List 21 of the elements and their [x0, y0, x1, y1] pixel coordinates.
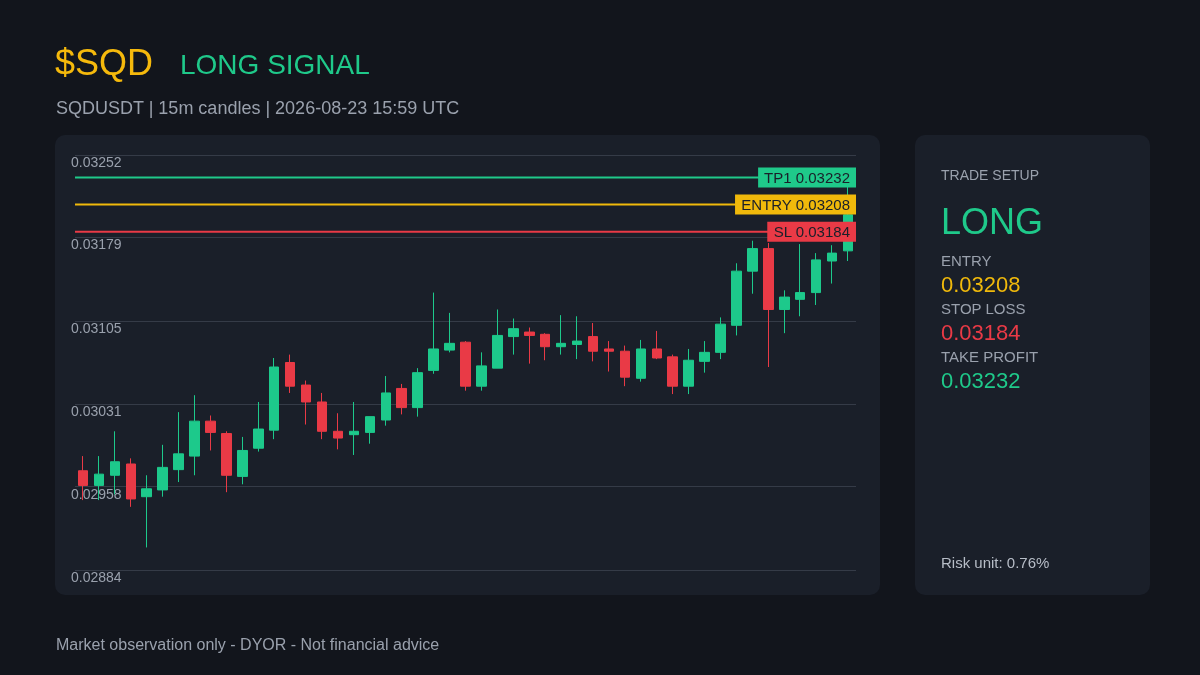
y-tick-label: 0.02884	[71, 569, 122, 585]
text: 0.03208	[941, 272, 1021, 298]
text: LONG SIGNAL	[180, 49, 370, 81]
y-tick-label: 0.03252	[71, 154, 122, 170]
text: ENTRY	[941, 252, 992, 269]
ref-line-label: ENTRY 0.03208	[741, 196, 850, 214]
chart-subtitle: SQDUSDT | 15m candles | 2026-08-23 15:59 UTC	[56, 98, 460, 119]
ref-line-label: TP1 0.03232	[764, 169, 850, 187]
y-tick-label: 0.03031	[71, 403, 122, 420]
text: Market observation only - DYOR - Not financial advice	[56, 636, 440, 654]
text: LONG	[941, 201, 1044, 243]
y-tick-label: 0.03179	[71, 236, 122, 253]
text: STOP LOSS	[941, 300, 1026, 317]
y-tick-label: 0.03105	[71, 319, 122, 336]
text: 0.03232	[941, 368, 1021, 394]
ref-line-label: SL 0.03184	[773, 223, 850, 241]
text: 0.03184	[941, 320, 1021, 346]
chart-title: $SQD	[55, 42, 154, 84]
text: TAKE PROFIT	[941, 348, 1039, 365]
text: TRADE SETUP	[941, 167, 1040, 183]
text: Risk unit: 0.76%	[941, 554, 1050, 571]
